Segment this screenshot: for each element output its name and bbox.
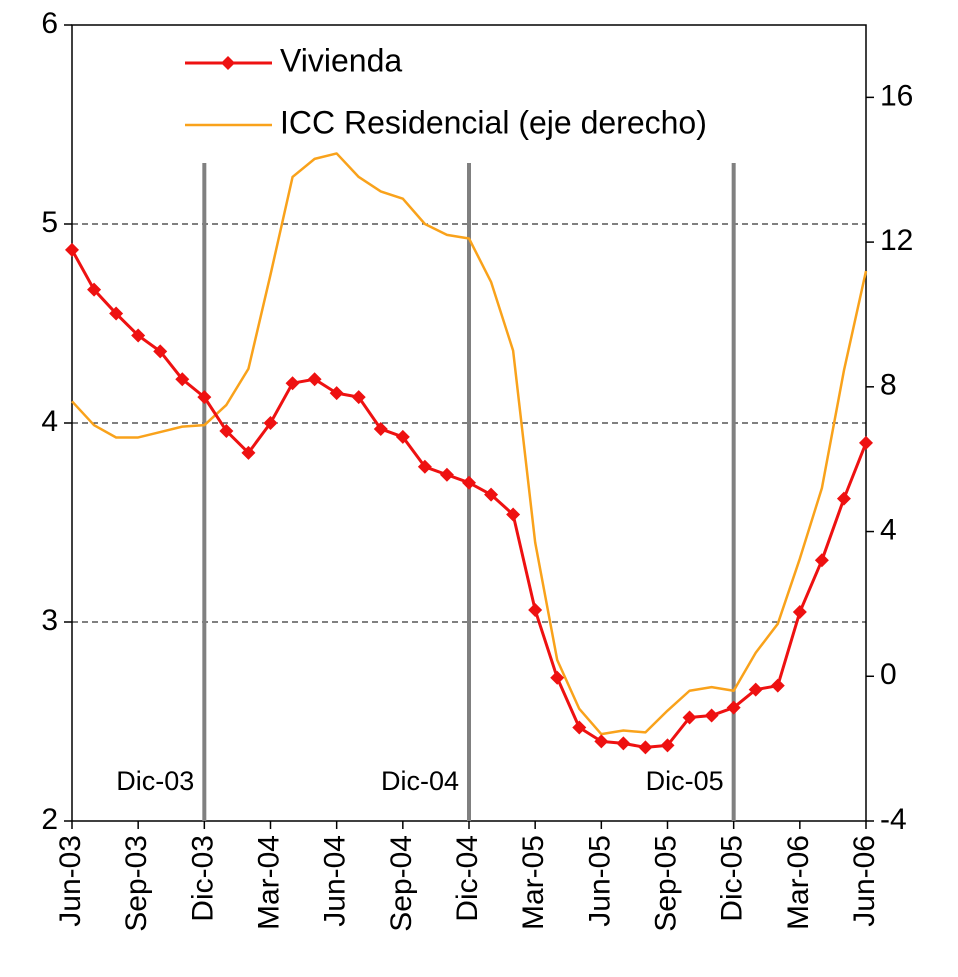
chart: 2 3 4 5 6 -4 0 4 8 12 16 Jun-03 Sep-03 Dic-03 Mar-04 Ju… (0, 0, 958, 977)
y-tick-label: 5 (41, 206, 58, 239)
x-tick-label: Dic-03 (186, 835, 219, 922)
marker-label: Dic-05 (646, 766, 724, 796)
x-tick-label: Sep-05 (649, 835, 682, 932)
y-tick-label: 2 (41, 803, 58, 836)
x-tick-label: Dic-05 (716, 835, 749, 922)
x-tick-label: Sep-04 (385, 835, 418, 932)
y-tick-label: 3 (41, 604, 58, 637)
x-tick-label: Jun-05 (583, 835, 616, 927)
y2-tick-label: 4 (880, 513, 897, 546)
legend-label: ICC Residencial (eje derecho) (280, 104, 707, 140)
x-tick-label: Mar-04 (252, 835, 285, 930)
marker-label: Dic-04 (381, 766, 459, 796)
marker-label: Dic-03 (116, 766, 194, 796)
y2-tick-label: 12 (880, 224, 913, 257)
x-tick-label: Sep-03 (120, 835, 153, 932)
y-tick-label: 4 (41, 405, 58, 438)
y2-tick-label: 0 (880, 658, 897, 691)
y2-tick-label: -4 (880, 803, 907, 836)
x-tick-label: Mar-05 (517, 835, 550, 930)
legend-label: Vivienda (280, 42, 402, 78)
y2-tick-label: 8 (880, 369, 897, 402)
x-tick-label: Jun-04 (319, 835, 352, 927)
x-tick-label: Dic-04 (451, 835, 484, 922)
y-tick-label: 6 (41, 7, 58, 40)
x-tick-label: Jun-06 (848, 835, 881, 927)
y2-tick-label: 16 (880, 79, 913, 112)
x-tick-label: Jun-03 (54, 835, 87, 927)
x-tick-label: Mar-06 (782, 835, 815, 930)
